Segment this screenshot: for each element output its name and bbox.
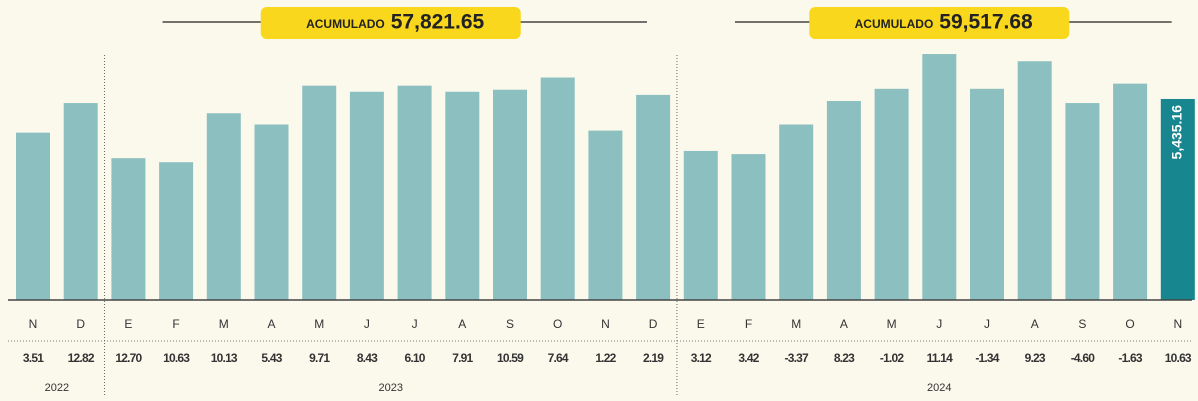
month-label: A — [1031, 317, 1039, 331]
bar — [1160, 98, 1195, 300]
growth-label: 8.23 — [834, 351, 855, 365]
bar — [493, 89, 527, 300]
month-label: E — [697, 317, 705, 331]
month-label: M — [314, 317, 324, 331]
bar — [1113, 83, 1148, 301]
growth-label: -1.63 — [1118, 351, 1142, 365]
bar — [1065, 103, 1100, 300]
bar — [397, 85, 432, 300]
month-label: N — [29, 317, 38, 331]
growth-label: 12.70 — [115, 351, 142, 365]
bar — [302, 85, 337, 300]
bar — [206, 113, 241, 300]
growth-label: 7.64 — [548, 351, 569, 365]
growth-label: 7.91 — [452, 351, 473, 365]
growth-label: 3.12 — [691, 351, 712, 365]
year-label: 2023 — [379, 382, 403, 394]
total-value: 57,821.65 — [391, 11, 485, 34]
year-label: 2024 — [927, 382, 951, 394]
total-label: ACUMULADO — [855, 17, 934, 31]
growth-label: -3.37 — [785, 351, 809, 365]
month-label: M — [791, 317, 801, 331]
growth-label: -4.60 — [1071, 351, 1095, 365]
bar — [826, 101, 861, 300]
bar — [636, 94, 671, 301]
bar — [1017, 61, 1052, 301]
bar — [159, 162, 194, 300]
bar — [588, 130, 623, 300]
month-label: A — [267, 317, 275, 331]
total-box — [809, 7, 1070, 39]
month-label: E — [124, 317, 132, 331]
growth-label: 8.43 — [357, 351, 378, 365]
month-label: O — [1125, 317, 1134, 331]
bar — [731, 154, 766, 300]
month-label: F — [172, 317, 179, 331]
growth-label: 12.82 — [68, 351, 95, 365]
growth-label: 10.13 — [211, 351, 238, 365]
growth-label: 1.22 — [595, 351, 616, 365]
bar — [683, 150, 718, 300]
total-box — [260, 7, 521, 39]
month-label: S — [1078, 317, 1086, 331]
growth-label: 10.59 — [497, 351, 524, 365]
month-label: J — [984, 317, 990, 331]
growth-label: 11.14 — [927, 351, 953, 365]
growth-label: -1.02 — [880, 351, 904, 365]
bar — [254, 124, 289, 300]
total-label: ACUMULADO — [306, 17, 385, 31]
total-value: 59,517.68 — [939, 11, 1033, 34]
bar — [874, 88, 909, 300]
month-label: J — [936, 317, 942, 331]
month-label: O — [553, 317, 562, 331]
growth-label: 9.23 — [1025, 351, 1046, 365]
month-label: F — [745, 317, 752, 331]
month-label: J — [412, 317, 418, 331]
growth-label: 6.10 — [405, 351, 426, 365]
bar — [63, 103, 98, 300]
month-label: D — [76, 317, 85, 331]
month-label: J — [364, 317, 370, 331]
month-label: S — [506, 317, 514, 331]
month-label: M — [887, 317, 897, 331]
bar — [540, 77, 575, 300]
bar — [779, 124, 814, 300]
growth-label: 5.43 — [261, 351, 282, 365]
bar — [922, 54, 957, 301]
bar — [445, 91, 480, 300]
month-label: M — [219, 317, 229, 331]
month-label: A — [840, 317, 848, 331]
growth-label: 10.63 — [1165, 351, 1192, 365]
bar — [970, 88, 1004, 300]
growth-label: 2.19 — [643, 351, 664, 365]
bar — [111, 158, 146, 300]
bar — [16, 132, 50, 300]
month-label: A — [458, 317, 466, 331]
growth-label: -1.34 — [975, 351, 999, 365]
growth-label: 3.42 — [738, 351, 759, 365]
bar — [349, 91, 384, 300]
growth-label: 10.63 — [163, 351, 190, 365]
month-label: N — [601, 317, 610, 331]
month-label: D — [649, 317, 658, 331]
month-label: N — [1173, 317, 1182, 331]
growth-label: 9.71 — [309, 351, 330, 365]
growth-label: 3.51 — [23, 351, 44, 365]
year-label: 2022 — [45, 382, 69, 394]
value-label: 5,435.16 — [1169, 105, 1185, 160]
